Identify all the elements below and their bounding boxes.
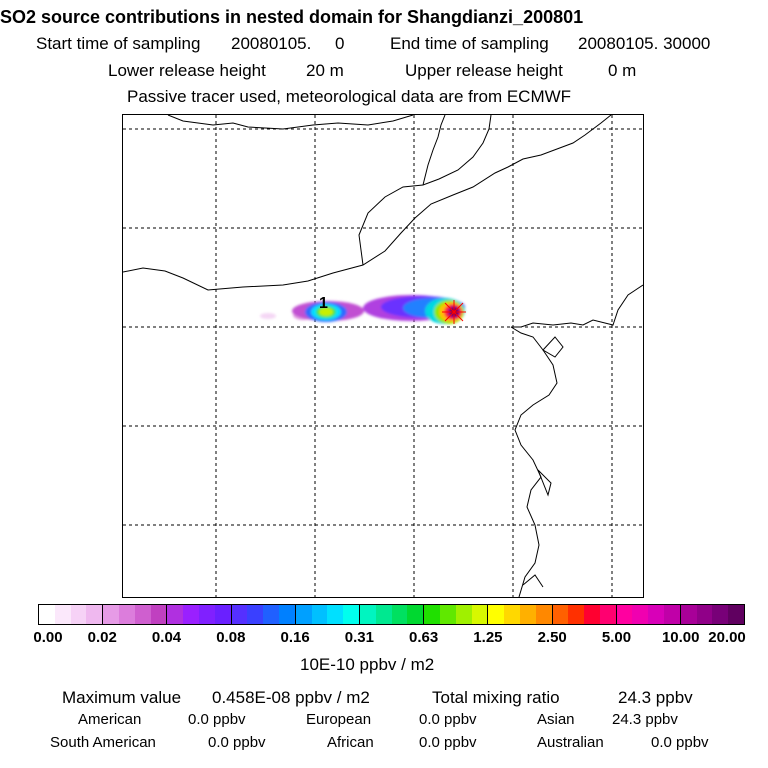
region-value-asian: 24.3 ppbv: [612, 711, 678, 728]
colorbar-segment: [327, 605, 344, 624]
start-time-value: 20080105. 0: [231, 34, 345, 53]
total-mixing-value: 24.3 ppbv: [618, 688, 693, 707]
region-value-african: 0.0 ppbv: [419, 734, 477, 751]
colorbar-tick-label: 0.08: [216, 629, 246, 646]
colorbar-tick-label: 0.04: [151, 629, 182, 646]
region-name-american: American: [78, 711, 142, 728]
colorbar-tick-label: 0.31: [344, 629, 374, 646]
source-label-1: 1: [319, 295, 328, 312]
colorbar-segment: [712, 605, 729, 624]
end-time-label: End time of sampling: [390, 34, 549, 53]
colorbar-segment: [39, 605, 55, 624]
colorbar-segment: [167, 605, 184, 624]
colorbar-segment: [103, 605, 119, 624]
region-value-european: 0.0 ppbv: [419, 711, 477, 728]
colorbar-segment: [375, 605, 392, 624]
map-canvas: 1: [123, 115, 643, 597]
colorbar-tick-label: 10.00: [661, 629, 700, 646]
colorbar-segment: [311, 605, 328, 624]
colorbar-segment: [263, 605, 279, 624]
region-name-african: African: [327, 734, 374, 751]
colorbar-segment: [664, 605, 681, 624]
colorbar: [38, 604, 745, 625]
colorbar-segment: [391, 605, 408, 624]
colorbar-unit: 10E-10 ppbv / m2: [300, 655, 435, 674]
colorbar-segment: [150, 605, 168, 624]
colorbar-segment: [616, 605, 633, 624]
upper-height-value: 0 m: [608, 61, 637, 80]
region-value-australian: 0.0 ppbv: [651, 734, 709, 751]
lower-height-label: Lower release height: [108, 61, 266, 80]
colorbar-tick-label: 0.00: [33, 629, 63, 646]
colorbar-segment: [552, 605, 569, 624]
colorbar-segment: [118, 605, 135, 624]
colorbar-segment: [134, 605, 151, 624]
colorbar-segment: [343, 605, 360, 624]
end-time-value: 20080105. 30000: [578, 34, 711, 53]
colorbar-segment: [86, 605, 104, 624]
colorbar-segment: [183, 605, 199, 624]
lower-height-value: 20 m: [306, 61, 344, 80]
colorbar-segment: [599, 605, 617, 624]
region-name-asian: Asian: [537, 711, 575, 728]
colorbar-segment: [680, 605, 697, 624]
colorbar-tick-label: 0.16: [280, 629, 310, 646]
map-panel[interactable]: 1: [122, 114, 644, 598]
colorbar-segment: [214, 605, 232, 624]
colorbar-tick-label: 0.63: [409, 629, 439, 646]
colorbar-segment: [278, 605, 296, 624]
colorbar-segment: [471, 605, 489, 624]
colorbar-segment: [504, 605, 520, 624]
colorbar-segment: [407, 605, 425, 624]
colorbar-segment: [231, 605, 248, 624]
region-name-european: European: [306, 711, 372, 728]
region-name-south-american: South American: [50, 734, 156, 751]
colorbar-tick-label: 5.00: [601, 629, 632, 646]
max-value: 0.458E-08 ppbv / m2: [212, 688, 370, 707]
colorbar-segment: [584, 605, 600, 624]
map-title: SO2 source contributions in nested domai…: [0, 7, 584, 27]
colorbar-tick-label: 20.00: [708, 629, 746, 646]
colorbar-segment: [535, 605, 553, 624]
region-name-australian: Australian: [537, 734, 604, 751]
colorbar-segment: [247, 605, 264, 624]
colorbar-segment: [359, 605, 376, 624]
colorbar-segment: [519, 605, 536, 624]
colorbar-segment: [648, 605, 665, 624]
start-time-label: Start time of sampling: [36, 34, 201, 53]
colorbar-tick-label: 1.25: [473, 629, 503, 646]
country-borders: [123, 115, 643, 597]
colorbar-segment: [295, 605, 312, 624]
colorbar-segment: [198, 605, 215, 624]
max-value-label: Maximum value: [62, 688, 182, 707]
colorbar-segment: [70, 605, 87, 624]
region-value-south-american: 0.0 ppbv: [208, 734, 266, 751]
tracer-note: Passive tracer used, meteorological data…: [127, 87, 572, 106]
colorbar-segment: [424, 605, 440, 624]
colorbar-segment: [696, 605, 713, 624]
colorbar-segment: [439, 605, 456, 624]
colorbar-segment: [568, 605, 585, 624]
concentration-plume: [260, 295, 465, 324]
colorbar-tick-label: 2.50: [537, 629, 567, 646]
upper-height-label: Upper release height: [405, 61, 563, 80]
graticule: [123, 115, 643, 597]
station-marker-icon: [442, 300, 466, 324]
colorbar-segment: [455, 605, 472, 624]
colorbar-segment: [54, 605, 71, 624]
region-value-american: 0.0 ppbv: [188, 711, 246, 728]
colorbar-segment: [728, 605, 745, 624]
colorbar-tick-label: 0.02: [87, 629, 117, 646]
colorbar-segment: [488, 605, 505, 624]
colorbar-segment: [632, 605, 649, 624]
total-mixing-label: Total mixing ratio: [432, 688, 560, 707]
